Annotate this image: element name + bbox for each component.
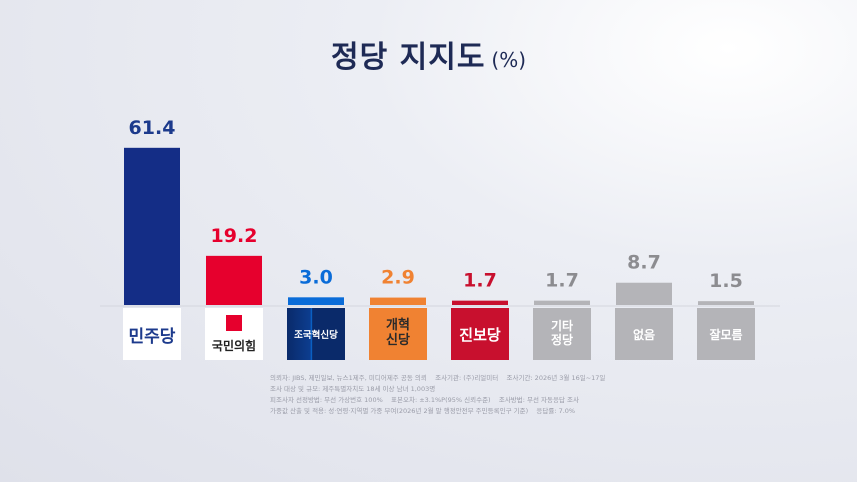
category-label: 기타정당 [550,319,574,347]
category-label: 국민의힘 [211,339,257,353]
unit: (%) [491,48,527,72]
bar [206,255,262,305]
category-logo: 진보당 [451,308,509,360]
value-label: 1.7 [545,270,579,292]
bar [124,147,180,305]
note-line: 가중값 산출 및 적용: 성·연령·지역별 가중 부여(2026년 2월 말 행… [270,407,576,415]
category-label: 조국혁신당 [294,330,338,341]
category-logo: 없음 [615,308,673,360]
category-label: 개혁신당 [386,318,410,348]
chart-title: 정당 지지도 [330,40,486,75]
bar [698,301,754,305]
category-logo: 민주당 [123,308,181,360]
notes: 의뢰자: JIBS, 제민일보, 뉴스1제주, 미디어제주 공동 의뢰 조사기관… [270,373,605,417]
value-label: 19.2 [211,225,258,247]
note-line: 의뢰자: JIBS, 제민일보, 뉴스1제주, 미디어제주 공동 의뢰 조사기관… [270,374,606,382]
value-label: 1.5 [709,270,743,292]
value-label: 1.7 [463,270,497,292]
category-logo: 잘모름 [697,308,755,360]
bar [616,282,672,305]
category-logo: 기타정당 [533,308,591,360]
logo-icon [226,315,242,331]
value-label: 8.7 [627,252,661,274]
category-logo: 국민의힘 [205,308,263,360]
bar [288,297,344,305]
value-label: 3.0 [299,266,333,288]
category-label: 없음 [632,327,656,342]
title-block: 정당 지지도 (%) [0,32,857,76]
bar [452,300,508,305]
category-label: 잘모름 [709,327,743,342]
value-label: 2.9 [381,267,415,289]
category-logo: 조국혁신당 [287,308,345,360]
category-label: 진보당 [459,325,501,344]
note-line: 피조사자 선정방법: 무선 가상번호 100% 표본오차: ±3.1%P(95%… [270,396,579,404]
note-line: 조사 대상 및 규모: 제주특별자치도 18세 이상 남녀 1,003명 [270,385,436,393]
value-label: 61.4 [129,117,176,139]
bar [370,297,426,305]
category-label: 민주당 [128,326,176,347]
bar [534,300,590,305]
category-logo: 개혁신당 [369,308,427,360]
